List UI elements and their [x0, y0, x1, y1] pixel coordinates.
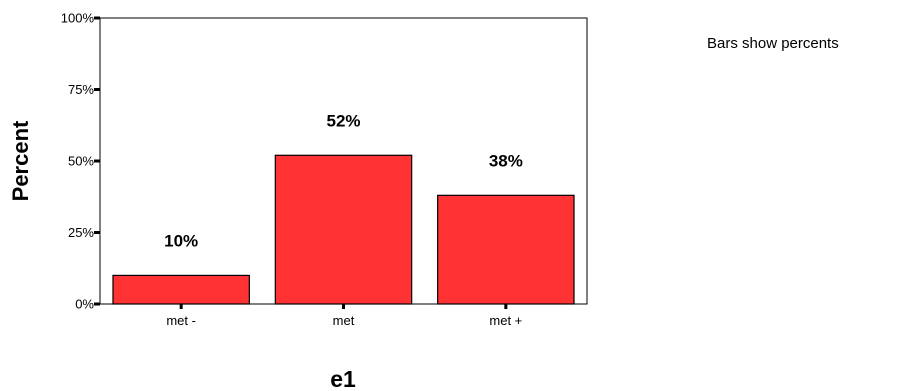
y-axis-title: Percent [8, 120, 33, 201]
bar-2 [274, 154, 413, 305]
bars-layer [112, 154, 575, 305]
bar-3 [437, 194, 575, 305]
x-tick-label: met [333, 313, 355, 328]
data-label: 10% [164, 231, 198, 250]
bar-1 [112, 274, 250, 305]
y-tick-label: 50% [68, 154, 94, 169]
chart-note: Bars show percents [707, 35, 839, 52]
data-labels: 10% 52% 38% [164, 111, 523, 250]
x-tick-label: met - [166, 313, 196, 328]
x-axis: met - met met + [166, 304, 522, 328]
y-tick-label: 0% [75, 297, 94, 312]
y-tick-label: 100% [61, 11, 95, 26]
y-tick-label: 75% [68, 82, 94, 97]
y-axis: 0% 25% 50% 75% 100% [61, 11, 100, 312]
x-axis-title: e1 [330, 366, 356, 391]
data-label: 38% [489, 151, 523, 170]
x-tick-label: met + [489, 313, 522, 328]
data-label: 52% [326, 111, 360, 130]
y-tick-label: 25% [68, 225, 94, 240]
